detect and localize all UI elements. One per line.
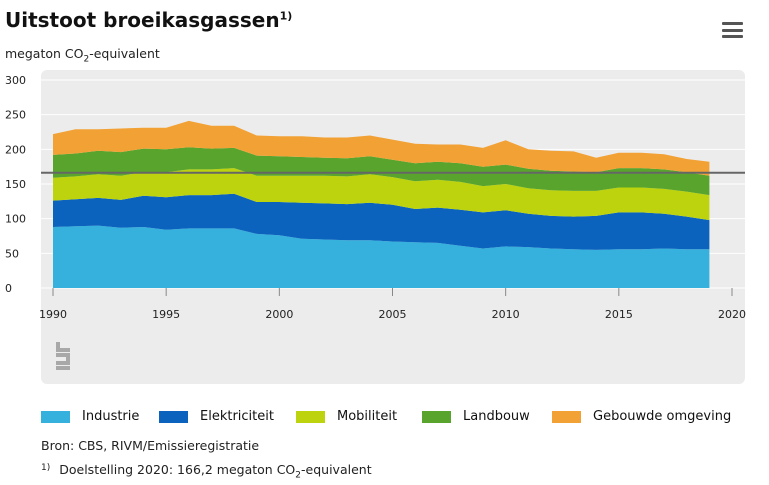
area-series-gebouwde-omgeving bbox=[53, 120, 710, 176]
x-axis: 1990 1995 2000 2005 2010 2015 2020 bbox=[39, 288, 746, 321]
hamburger-menu-icon[interactable] bbox=[722, 22, 743, 38]
x-tick-label-2015: 2015 bbox=[605, 308, 633, 321]
area-series-mobiliteit bbox=[53, 168, 710, 221]
legend-item-gebouwde-omgeving[interactable]: Gebouwde omgeving bbox=[552, 409, 731, 424]
y-tick-label-0: 0 bbox=[5, 282, 12, 295]
chart-title: Uitstoot broeikasgassen1) bbox=[5, 8, 293, 32]
source-note: Bron: CBS, RIVM/Emissieregistratie bbox=[41, 438, 260, 453]
legend-swatch bbox=[159, 410, 188, 423]
legend-item-elektriciteit[interactable]: Elektriciteit bbox=[159, 409, 274, 424]
y-tick-label-300: 300 bbox=[5, 74, 26, 87]
legend-item-mobiliteit[interactable]: Mobiliteit bbox=[296, 409, 397, 424]
y-tick-label-250: 250 bbox=[5, 109, 26, 122]
y-tick-label-50: 50 bbox=[5, 247, 19, 260]
y-tick-label-200: 200 bbox=[5, 143, 26, 156]
legend-swatch bbox=[41, 410, 70, 423]
x-tick-label-2000: 2000 bbox=[265, 308, 293, 321]
legend-item-industrie[interactable]: Industrie bbox=[41, 409, 139, 424]
area-series-elektriciteit bbox=[53, 193, 710, 250]
footnote: 1) Doelstelling 2020: 166,2 megaton CO2-e… bbox=[41, 462, 372, 481]
x-tick-label-1990: 1990 bbox=[39, 308, 67, 321]
legend-swatch bbox=[552, 410, 581, 423]
stacked-areas bbox=[53, 120, 710, 288]
legend-item-landbouw[interactable]: Landbouw bbox=[422, 409, 530, 424]
y-tick-label-150: 150 bbox=[5, 178, 26, 191]
area-series-industrie bbox=[53, 225, 710, 288]
x-tick-label-2005: 2005 bbox=[379, 308, 407, 321]
area-series-landbouw bbox=[53, 147, 710, 196]
legend-swatch bbox=[422, 410, 451, 423]
x-tick-label-2020: 2020 bbox=[718, 308, 746, 321]
y-axis: 0 50 100 150 200 250 300 bbox=[5, 74, 26, 295]
chart-unit-label: megaton CO2-equivalent bbox=[5, 46, 160, 65]
x-tick-label-2010: 2010 bbox=[492, 308, 520, 321]
legend-swatch bbox=[296, 410, 325, 423]
chart-area: 0 50 100 150 200 250 300 1990 1995 2000 2005 2010 2… bbox=[5, 70, 746, 384]
cbs-logo-icon bbox=[56, 342, 70, 370]
y-tick-label-100: 100 bbox=[5, 213, 26, 226]
x-tick-label-1995: 1995 bbox=[152, 308, 180, 321]
